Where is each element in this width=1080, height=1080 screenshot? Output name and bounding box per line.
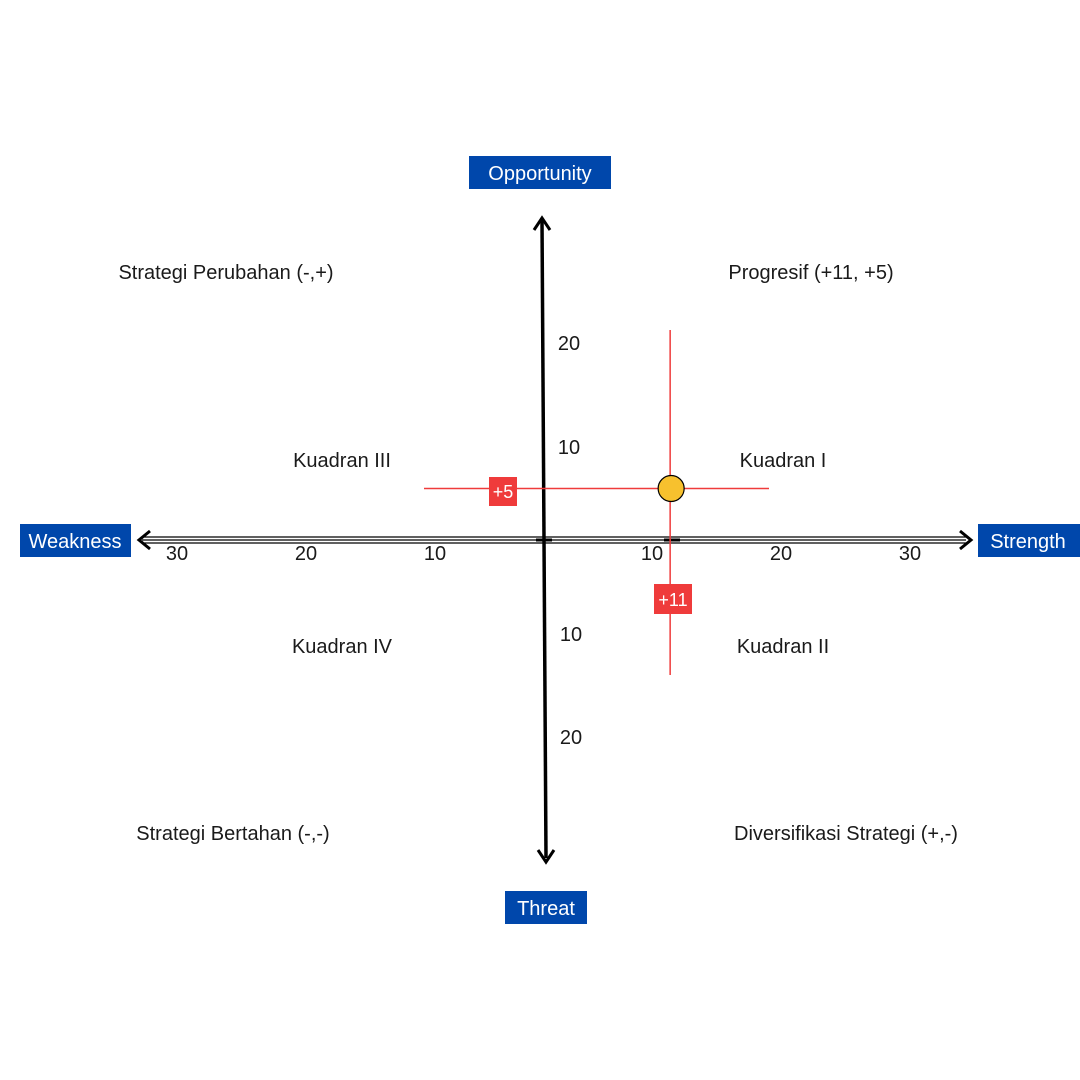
y-value-marker-label: +5 xyxy=(493,482,514,502)
quadrant-1-label: Kuadran I xyxy=(740,450,827,472)
axis-label-right: Strength xyxy=(978,524,1080,557)
y-tick-down-10: 10 xyxy=(560,624,582,646)
x-tick-right-30: 30 xyxy=(899,543,921,565)
axis-label-left: Weakness xyxy=(20,524,131,557)
strategy-bottom-right: Diversifikasi Strategi (+,-) xyxy=(734,823,958,845)
point-guides xyxy=(424,330,769,675)
strategy-top-right: Progresif (+11, +5) xyxy=(728,262,893,284)
x-tick-right-10: 10 xyxy=(641,543,663,565)
strategy-bottom-left: Strategi Bertahan (-,-) xyxy=(136,823,329,845)
x-tick-left-20: 20 xyxy=(295,543,317,565)
y-tick-up-10: 10 xyxy=(558,437,580,459)
y-axis xyxy=(532,215,556,865)
quadrant-4-label: Kuadran IV xyxy=(292,636,393,658)
threat-label: Threat xyxy=(517,898,575,920)
y-tick-down-20: 20 xyxy=(560,727,582,749)
strategy-top-left: Strategi Perubahan (-,+) xyxy=(118,262,333,284)
quadrant-2-label: Kuadran II xyxy=(737,636,829,658)
x-value-marker-label: +11 xyxy=(658,590,687,610)
y-axis-top-arrow xyxy=(532,215,552,231)
position-point xyxy=(657,474,685,503)
y-value-marker: +5 xyxy=(489,477,517,506)
x-tick-left-30: 30 xyxy=(166,543,188,565)
quadrant-3-label: Kuadran III xyxy=(293,450,391,472)
strength-label: Strength xyxy=(990,531,1066,553)
x-axis-left-arrow xyxy=(136,529,151,551)
opportunity-label: Opportunity xyxy=(488,163,591,185)
x-tick-left-10: 10 xyxy=(424,543,446,565)
y-axis-bottom-arrow xyxy=(536,849,556,865)
x-value-marker: +11 xyxy=(654,584,692,614)
x-tick-right-20: 20 xyxy=(770,543,792,565)
x-axis xyxy=(136,529,974,551)
axis-label-top: Opportunity xyxy=(469,156,611,189)
weakness-label: Weakness xyxy=(28,531,121,553)
axis-label-bottom: Threat xyxy=(505,891,587,924)
x-axis-right-arrow xyxy=(959,529,974,551)
y-tick-up-20: 20 xyxy=(558,333,580,355)
